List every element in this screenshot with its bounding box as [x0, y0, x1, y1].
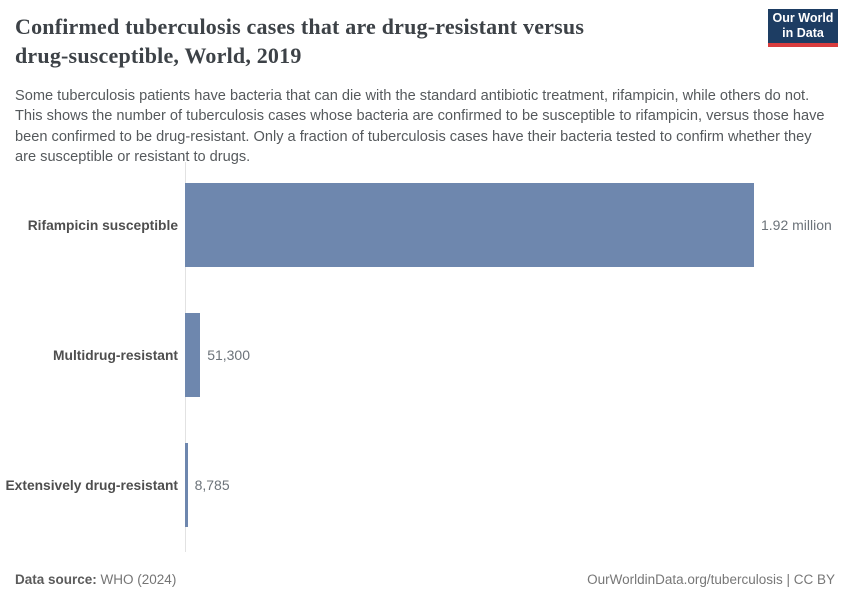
owid-logo-line2: in Data: [782, 26, 824, 40]
chart-title-line2: drug-susceptible, World, 2019: [15, 43, 302, 69]
bar-track: 51,300: [185, 290, 850, 420]
bar-value-label: 8,785: [194, 477, 230, 493]
bar-track: 1.92 million: [185, 160, 850, 290]
bar-row: Multidrug-resistant 51,300: [0, 290, 850, 420]
data-source: Data source: WHO (2024): [15, 572, 176, 587]
bar-chart: Rifampicin susceptible 1.92 million Multid…: [0, 160, 850, 552]
chart-title-line1: Confirmed tuberculosis cases that are dr…: [15, 14, 585, 39]
bar-row: Rifampicin susceptible 1.92 million: [0, 160, 850, 290]
category-label: Extensively drug-resistant: [5, 477, 178, 493]
owid-logo[interactable]: Our World in Data: [768, 9, 838, 47]
bar-value-label: 1.92 million: [761, 217, 832, 233]
footer-link[interactable]: OurWorldinData.org/tuberculosis | CC BY: [587, 572, 835, 587]
footer: Data source: WHO (2024) OurWorldinData.o…: [15, 572, 835, 587]
footer-separator: |: [782, 572, 794, 587]
data-source-value[interactable]: WHO (2024): [100, 572, 177, 587]
data-source-label: Data source:: [15, 572, 97, 587]
bar[interactable]: [185, 183, 754, 267]
owid-logo-line1: Our World: [772, 10, 834, 25]
category-label: Multidrug-resistant: [53, 347, 178, 363]
chart-title: Confirmed tuberculosis cases that are dr…: [15, 12, 745, 70]
bar-row: Extensively drug-resistant 8,785: [0, 420, 850, 550]
footer-url[interactable]: OurWorldinData.org/tuberculosis: [587, 572, 783, 587]
bar-value-label: 51,300: [207, 347, 251, 363]
bar[interactable]: [185, 313, 201, 397]
chart-subtitle: Some tuberculosis patients have bacteria…: [15, 88, 825, 166]
bar-track: 8,785: [185, 420, 850, 550]
bar[interactable]: [185, 443, 188, 527]
category-label: Rifampicin susceptible: [27, 217, 178, 233]
footer-license[interactable]: CC BY: [793, 572, 835, 587]
